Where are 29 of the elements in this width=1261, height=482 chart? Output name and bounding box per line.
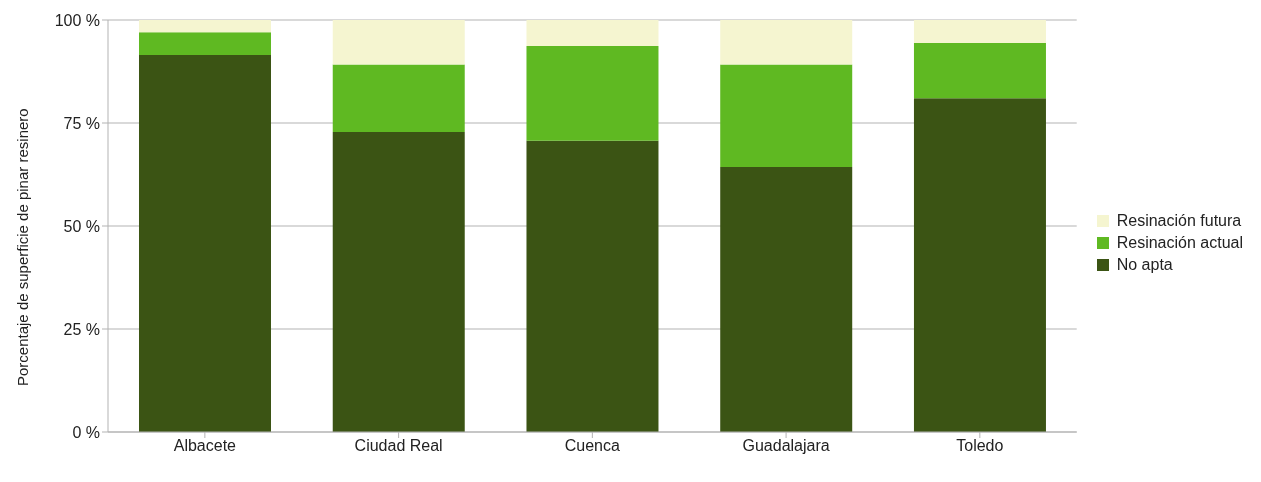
x-tick-label: Albacete	[173, 437, 237, 455]
bar	[526, 140, 659, 432]
legend-label: Resinación futura	[1116, 212, 1242, 230]
bar	[332, 132, 465, 432]
y-axis-title: Porcentaje de superficie de pinar resinero	[14, 108, 32, 386]
bar	[526, 20, 659, 46]
bar	[913, 98, 1046, 432]
bar	[720, 64, 853, 168]
bar	[720, 167, 853, 432]
x-tick-label: Cuenca	[564, 437, 621, 455]
bar	[526, 45, 659, 141]
bar	[139, 55, 271, 432]
bar	[332, 64, 465, 133]
y-tick-label: 50 %	[63, 217, 100, 235]
x-tick-label: Toledo	[956, 437, 1004, 455]
y-tick-label: 0 %	[72, 423, 100, 441]
bar	[139, 32, 271, 56]
x-tick-label: Guadalajara	[742, 437, 830, 455]
legend-label: No apta	[1116, 256, 1173, 274]
y-tick-label: 25 %	[63, 320, 100, 338]
y-tick-label: 100 %	[54, 11, 100, 29]
y-tick-label: 75 %	[63, 114, 100, 132]
x-tick-label: Ciudad Real	[354, 437, 443, 455]
bar	[720, 20, 853, 65]
bar	[913, 20, 1046, 44]
bar	[332, 20, 465, 65]
legend-label: Resinación actual	[1116, 234, 1243, 252]
bar	[913, 43, 1046, 99]
bar	[139, 20, 271, 33]
